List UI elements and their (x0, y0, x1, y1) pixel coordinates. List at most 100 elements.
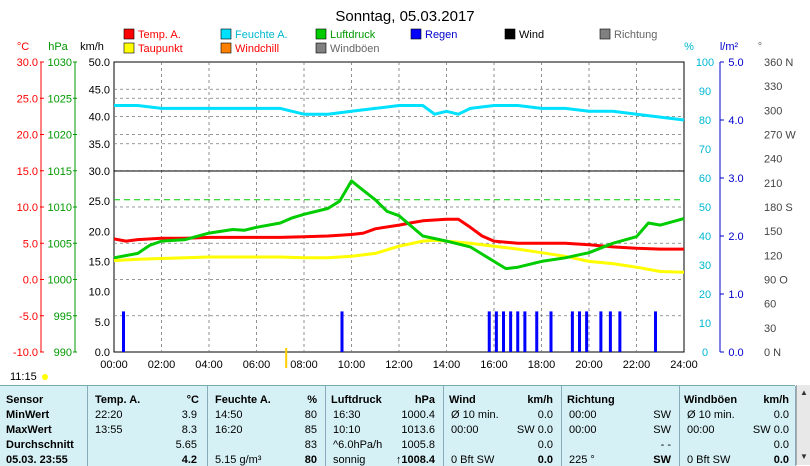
axis-unit-rain: l/m² (720, 41, 739, 53)
table-header: Luftdruck (331, 394, 382, 406)
time-tick-label: 10:00 (338, 359, 366, 371)
direction-tick-label: 270 W (764, 130, 796, 142)
humidity-tick-label: 20 (699, 289, 711, 301)
legend-swatch (315, 28, 327, 40)
wind-tick-label: 40.0 (89, 112, 110, 124)
chart-title: Sonntag, 05.03.2017 (335, 8, 474, 25)
table-cell: 0.0 (537, 409, 553, 421)
temp-tick-label: 25.0 (17, 93, 38, 105)
legend-swatch (410, 28, 422, 40)
table-cell: 10:10 (333, 424, 361, 436)
vertical-scrollbar[interactable]: ▲ ▼ (796, 385, 810, 465)
table-cell: ^6.0hPa/h (333, 439, 383, 451)
table-header: km/h (763, 394, 789, 406)
humidity-tick-label: 60 (699, 173, 711, 185)
rain-bar (516, 311, 520, 352)
temp-tick-label: 0.0 (23, 275, 38, 287)
table-column: Temp. A. °C 22:20 3.9 13:55 8.3 5.65 4.2 (87, 386, 208, 466)
wind-tick-label: 50.0 (89, 57, 110, 69)
table-cell: 22:20 (95, 409, 123, 421)
series-line-taupunkt (113, 238, 685, 274)
temp-tick-label: 5.0 (23, 238, 38, 250)
wind-tick-label: 35.0 (89, 139, 110, 151)
rain-tick-label: 4.0 (728, 115, 743, 127)
pressure-tick-label: 1025 (48, 93, 72, 105)
table-header: Richtung (567, 394, 615, 406)
direction-tick-label: 240 (764, 154, 782, 166)
time-tick-label: 08:00 (290, 359, 318, 371)
pressure-tick-label: 1015 (48, 166, 72, 178)
table-header: % (307, 394, 317, 406)
temp-tick-label: 20.0 (17, 130, 38, 142)
time-tick-label: 02:00 (148, 359, 176, 371)
series-line-temp-a- (113, 217, 684, 251)
time-tick-label: 18:00 (528, 359, 556, 371)
table-header: km/h (527, 394, 553, 406)
humidity-tick-label: 70 (699, 144, 711, 156)
rain-bar (599, 311, 603, 352)
table-column: Richtung 00:00 SW 00:00 SW - - 225 ° SW (561, 386, 680, 466)
chart-series (113, 104, 685, 368)
direction-tick-label: 0 N (764, 347, 781, 359)
table-cell: ↑1008.4 (395, 454, 435, 466)
time-tick-label: 00:00 (100, 359, 128, 371)
direction-tick-label: 330 (764, 81, 782, 93)
table-cell: SW (653, 454, 671, 466)
pressure-tick-label: 995 (54, 311, 72, 323)
axis-unit-humidity: % (684, 41, 694, 53)
table-header: hPa (414, 394, 435, 406)
rain-bar (618, 311, 622, 352)
rain-bar (608, 311, 612, 352)
table-header: Wind (449, 394, 476, 406)
table-cell: 5.15 g/m³ (215, 454, 262, 466)
legend-label: Feuchte A. (235, 29, 288, 41)
table-cell: 80 (304, 409, 317, 421)
wind-tick-label: 10.0 (89, 287, 110, 299)
table-column: Sensor MinWert MaxWert Durchschnitt 05.03. 2… (0, 386, 88, 466)
axis-unit-pressure: hPa (48, 41, 68, 53)
table-row-label: MinWert (6, 409, 50, 421)
humidity-tick-label: 80 (699, 115, 711, 127)
humidity-tick-label: 40 (699, 231, 711, 243)
direction-tick-label: 180 S (764, 202, 793, 214)
table-cell: SW (653, 424, 671, 436)
legend-label: Windchill (235, 43, 279, 55)
time-tick-label: 20:00 (575, 359, 603, 371)
legend-label: Richtung (614, 29, 657, 41)
legend-label: Regen (425, 29, 457, 41)
table-cell: 83 (304, 439, 317, 451)
direction-tick-label: 210 (764, 178, 782, 190)
rain-bar (509, 311, 513, 352)
table-cell: SW 0.0 (516, 424, 553, 436)
pressure-tick-label: 1030 (48, 57, 72, 69)
table-column: Wind km/h Ø 10 min. 0.0 00:00 SW 0.0 0.0 0 Bft … (443, 386, 562, 466)
legend-label: Luftdruck (330, 29, 376, 41)
table-cell: 1000.4 (401, 409, 435, 421)
table-row-label: 05.03. 23:55 (6, 454, 68, 466)
temp-tick-label: 30.0 (17, 57, 38, 69)
table-cell: 0.0 (773, 409, 789, 421)
wind-tick-label: 5.0 (95, 317, 110, 329)
legend-label: Wind (519, 29, 544, 41)
table-header: °C (186, 394, 199, 406)
rain-tick-label: 1.0 (728, 289, 743, 301)
scroll-down-icon[interactable]: ▼ (800, 452, 808, 461)
table-column: Feuchte A.% 14:50 80 16:20 85 83 5.15 g/m³ 80 (207, 386, 326, 466)
chart-axes: 30.025.020.015.010.05.00.0-5.0-10.010301… (13, 57, 796, 371)
humidity-tick-label: 100 (696, 57, 714, 69)
table-cell: 16:20 (215, 424, 243, 436)
series-line-feuchte-a- (114, 104, 685, 122)
legend-swatch (220, 28, 232, 40)
scroll-up-icon[interactable]: ▲ (800, 388, 808, 397)
direction-tick-label: 300 (764, 105, 782, 117)
rain-bar (585, 311, 589, 352)
wind-tick-label: 45.0 (89, 84, 110, 96)
table-cell: 85 (304, 424, 317, 436)
table-cell: 14:50 (215, 409, 243, 421)
table-cell: 4.2 (181, 454, 197, 466)
table-cell: 225 ° (569, 454, 595, 466)
direction-tick-label: 60 (764, 299, 776, 311)
legend-label: Windböen (330, 43, 380, 55)
time-tick-label: 24:00 (670, 359, 698, 371)
time-tick-label: 04:00 (195, 359, 223, 371)
